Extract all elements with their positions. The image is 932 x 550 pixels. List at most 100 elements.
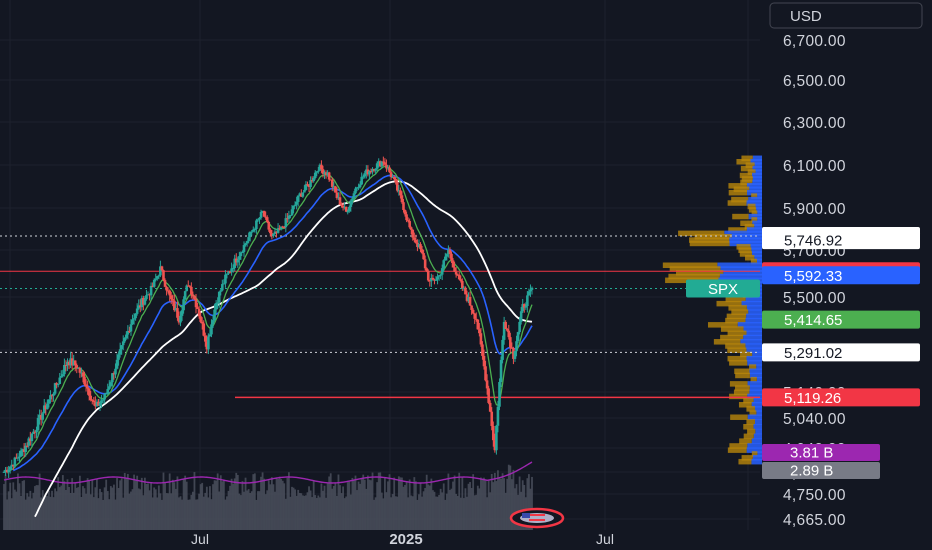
flag-icon[interactable] [509,507,565,529]
candle-body [265,217,269,222]
volume-bar [314,495,317,530]
candle-body [146,294,150,296]
volume-bar [57,477,60,530]
volume-bar [427,484,430,530]
candle-body [457,274,461,280]
volume-profile-bar [748,207,757,213]
volume-bar [44,495,47,530]
volume-bar [509,465,512,530]
volume-profile-bar [731,233,762,240]
volume-bar [142,495,145,530]
candle-body [80,372,83,374]
candle-body [140,298,144,308]
candle-body [151,285,154,287]
volume-profile-bar [746,447,762,453]
candle-body [309,180,312,187]
candle-body [468,296,472,306]
sma-200-line [34,180,533,518]
volume-bar [489,492,492,530]
volume-bar [97,498,100,530]
volume-bar [198,493,200,530]
volume-profile-bar [751,402,762,408]
candle-body [248,231,252,238]
price-tags: 5,766.625,746.925,609.425,592.33SPX5,414… [686,227,920,480]
volume-bar [362,474,365,530]
candle-body [526,295,529,307]
candle-body [346,211,350,213]
candle-body [530,287,534,290]
candle-body [507,330,511,338]
candle-body [41,413,45,420]
volume-bar [257,491,259,530]
volume-bar [270,477,273,530]
volume-bar [401,477,403,530]
volume-profile-bar [754,406,762,412]
volume-profile-bar [748,196,762,203]
volume-bar [157,485,160,530]
volume-bar [371,472,374,530]
volume-bar [382,498,385,530]
candle-body [191,294,195,297]
volume-bar [48,490,50,530]
candle-body [406,220,410,222]
candle-body [456,274,459,276]
volume-bar [504,492,507,530]
volume-bar [397,476,400,530]
candle-body [121,341,125,346]
candle-body [154,278,158,280]
volume-bar [215,480,218,530]
volume-profile-bar [745,296,762,303]
volume-profile-bar [752,176,762,182]
candle-body [10,464,14,467]
volume-profile-bar [727,355,747,362]
volume-bar [240,495,242,530]
volume-bar [89,494,92,530]
candle-body [182,299,185,311]
volume-bar [421,496,423,530]
volume-profile-bar [756,376,762,383]
volume-profile-bar [743,433,754,440]
time-axis[interactable]: Jul 2025 Jul [191,531,614,548]
candle-body [386,167,390,169]
volume-bar [303,495,306,530]
volume-bar [291,486,293,530]
volume-bar [433,491,436,530]
price-tag-label: 5,592.33 [784,268,842,285]
volume-bar [103,487,106,530]
volume-bar [82,486,84,530]
candle-body [221,284,224,291]
volume-bar [9,482,12,530]
volume-bar [229,485,231,530]
volume-profile-bar [750,244,762,250]
candle-body [256,219,260,221]
candle-body [454,271,458,275]
candle-body [194,298,198,308]
price-tag [762,310,920,329]
volume-profile-bar [729,381,748,387]
volume-bar [318,497,321,530]
volume-bar [490,473,493,530]
candle-body [453,267,456,272]
candle-body [236,259,240,263]
volume-bar [266,490,269,530]
price-tag [762,266,920,285]
candle-body [299,193,303,197]
currency-button[interactable]: USD [769,2,923,29]
volume-bar [444,499,447,530]
candle-body [251,229,255,232]
candle-body [196,307,199,309]
volume-profile-bar [748,309,762,315]
candle-body [419,244,422,250]
volume-bar [461,476,464,530]
volume-profile-bar [731,309,749,315]
candle-body [343,206,346,208]
volume-profile-bar [738,402,752,408]
volume-bar [297,489,300,530]
volume-tag [762,444,880,461]
volume-profile-bar [694,233,732,240]
volume-bar [458,472,461,530]
candle-body [442,260,446,269]
volume-bar [346,482,349,530]
candle-body [152,279,156,287]
